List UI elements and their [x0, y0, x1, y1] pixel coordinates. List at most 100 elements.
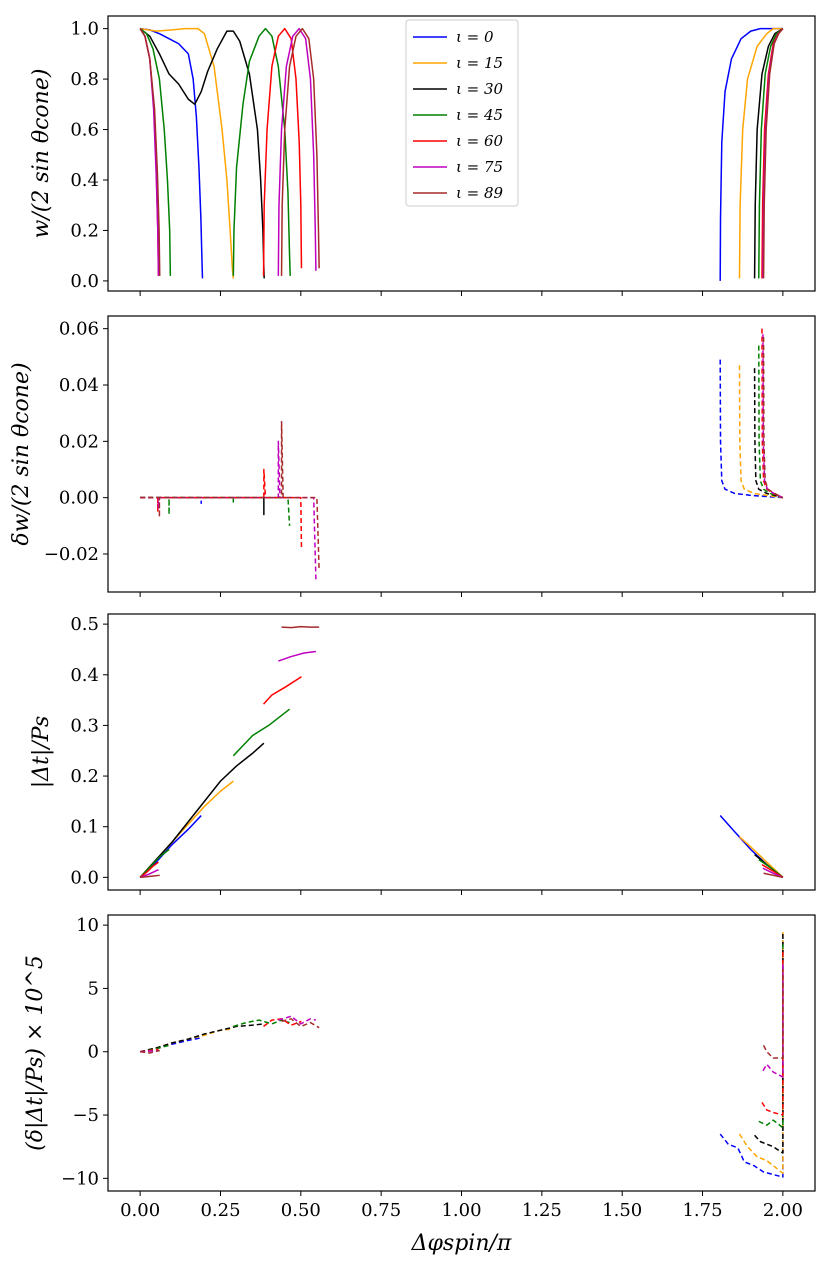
- series-line: [140, 1049, 160, 1054]
- series-line: [738, 27, 783, 279]
- series-line: [277, 27, 317, 276]
- series-line: [762, 28, 784, 279]
- series-line: [758, 944, 784, 1129]
- y-tick-label: 0.6: [70, 120, 99, 141]
- series-line: [719, 27, 783, 281]
- x-tick-label: 0.75: [361, 1200, 401, 1221]
- panel-3-ylabel: |Δt|/Ps: [29, 716, 54, 788]
- series-line: [738, 836, 784, 878]
- series-line: [139, 861, 159, 878]
- series-line: [139, 28, 265, 279]
- y-tick-label: 0.3: [70, 715, 99, 736]
- panel-4-xlabel: Δφspin/π: [411, 1231, 512, 1256]
- y-tick-label: 0.4: [70, 170, 99, 191]
- panel-2: −0.02 0.00 0.02 0.04 0.06 δw/(2 sin θcone): [9, 315, 816, 597]
- panel-4-series: [139, 930, 784, 1178]
- y-tick-label: −0.02: [44, 544, 99, 565]
- panel-1-legend: ι = 0 ι = 15 ι = 30 ι = 45 ι = 60 ι = 75 ι = 8…: [405, 19, 519, 207]
- panel-3: 0.0 0.1 0.2 0.3 0.4 0.5 |Δt|/Ps: [29, 613, 816, 895]
- y-tick-label: 0.0: [70, 867, 99, 888]
- x-tick-label: 0.25: [200, 1200, 240, 1221]
- series-line: [278, 650, 317, 662]
- y-tick-label: 0.0: [70, 271, 99, 292]
- y-tick-label: 0.2: [70, 766, 99, 787]
- panel-3-frame: [107, 613, 816, 891]
- series-line: [140, 440, 317, 580]
- x-tick-label: 1.00: [441, 1200, 481, 1221]
- x-tick-label: 0.50: [281, 1200, 321, 1221]
- panel-3-axes: 0.0 0.1 0.2 0.3 0.4 0.5: [70, 614, 784, 895]
- panel-4: 0.00 0.25 0.50 0.75 1.00 1.25 1.50 1.75 2.00 −10 −…: [23, 914, 816, 1256]
- panel-2-axes: −0.02 0.00 0.02 0.04 0.06: [44, 319, 784, 597]
- panel-1-series: [139, 27, 784, 281]
- series-line: [762, 334, 784, 499]
- panel-2-frame: [107, 315, 816, 593]
- series-line: [139, 28, 160, 276]
- series-line: [140, 27, 235, 279]
- series-line: [139, 742, 265, 878]
- y-tick-label: 0: [88, 1042, 99, 1063]
- panel-2-series: [140, 328, 784, 580]
- series-line: [762, 337, 784, 499]
- series-line: [140, 468, 303, 549]
- series-line: [232, 708, 291, 757]
- y-tick-label: 0.1: [70, 817, 99, 838]
- panel-3-series: [139, 625, 784, 879]
- y-tick-label: 1.0: [70, 19, 99, 40]
- panel-4-frame: [107, 914, 816, 1192]
- series-line: [139, 28, 172, 276]
- panel-4-axes: 0.00 0.25 0.50 0.75 1.00 1.25 1.50 1.75 2.00 −10 −…: [61, 915, 803, 1221]
- legend-label: ι = 30: [456, 80, 504, 98]
- legend-box: [405, 19, 519, 207]
- series-line: [232, 27, 291, 276]
- series-line: [761, 328, 784, 499]
- series-line: [139, 869, 159, 879]
- series-line: [139, 1023, 264, 1053]
- y-tick-label: 0.06: [59, 319, 99, 340]
- y-tick-label: 0.2: [70, 220, 99, 241]
- series-line: [738, 930, 784, 1175]
- legend-entries: ι = 0 ι = 15 ι = 30 ι = 45 ι = 60 ι = 75 ι = 8…: [413, 28, 504, 202]
- y-tick-label: 0.02: [59, 431, 99, 452]
- y-tick-label: 0.8: [70, 69, 99, 90]
- panel-1-ylabel: w/(2 sin θcone): [29, 69, 54, 239]
- series-line: [281, 1018, 320, 1029]
- series-line: [140, 27, 204, 279]
- series-line: [761, 950, 784, 1116]
- y-tick-label: 10: [76, 915, 99, 936]
- y-tick-label: 5: [88, 978, 99, 999]
- panel-4-ylabel: (δ|Δt|/Ps) × 10^5: [23, 955, 48, 1151]
- legend-label: ι = 15: [456, 54, 503, 72]
- legend-label: ι = 89: [456, 184, 504, 202]
- legend-label: ι = 0: [456, 28, 494, 46]
- panel-2-ylabel: δw/(2 sin θcone): [9, 362, 34, 545]
- series-line: [278, 1015, 317, 1025]
- x-tick-label: 2.00: [763, 1200, 803, 1221]
- y-tick-label: −10: [61, 1168, 99, 1189]
- panel-1: 0.0 0.2 0.4 0.6 0.8 1.0 w/(2 sin θcone) ι = 0…: [29, 15, 816, 296]
- series-line: [140, 496, 202, 505]
- x-tick-label: 1.25: [522, 1200, 562, 1221]
- y-tick-label: 0.04: [59, 375, 99, 396]
- series-line: [754, 933, 784, 1154]
- series-line: [281, 625, 320, 629]
- series-line: [719, 359, 783, 499]
- y-tick-label: −5: [72, 1105, 99, 1126]
- series-line: [280, 27, 320, 276]
- series-line: [719, 937, 784, 1178]
- series-line: [762, 969, 784, 1059]
- series-line: [762, 963, 784, 1078]
- series-line: [753, 27, 784, 279]
- x-tick-label: 0.00: [120, 1200, 160, 1221]
- series-line: [758, 28, 784, 279]
- series-line: [139, 848, 170, 878]
- series-line: [140, 420, 320, 571]
- series-line: [262, 676, 302, 705]
- series-line: [763, 872, 784, 879]
- series-line: [140, 496, 291, 526]
- legend-label: ι = 60: [456, 132, 504, 150]
- series-line: [738, 365, 783, 499]
- series-line: [139, 1028, 234, 1053]
- legend-label: ι = 45: [456, 106, 503, 124]
